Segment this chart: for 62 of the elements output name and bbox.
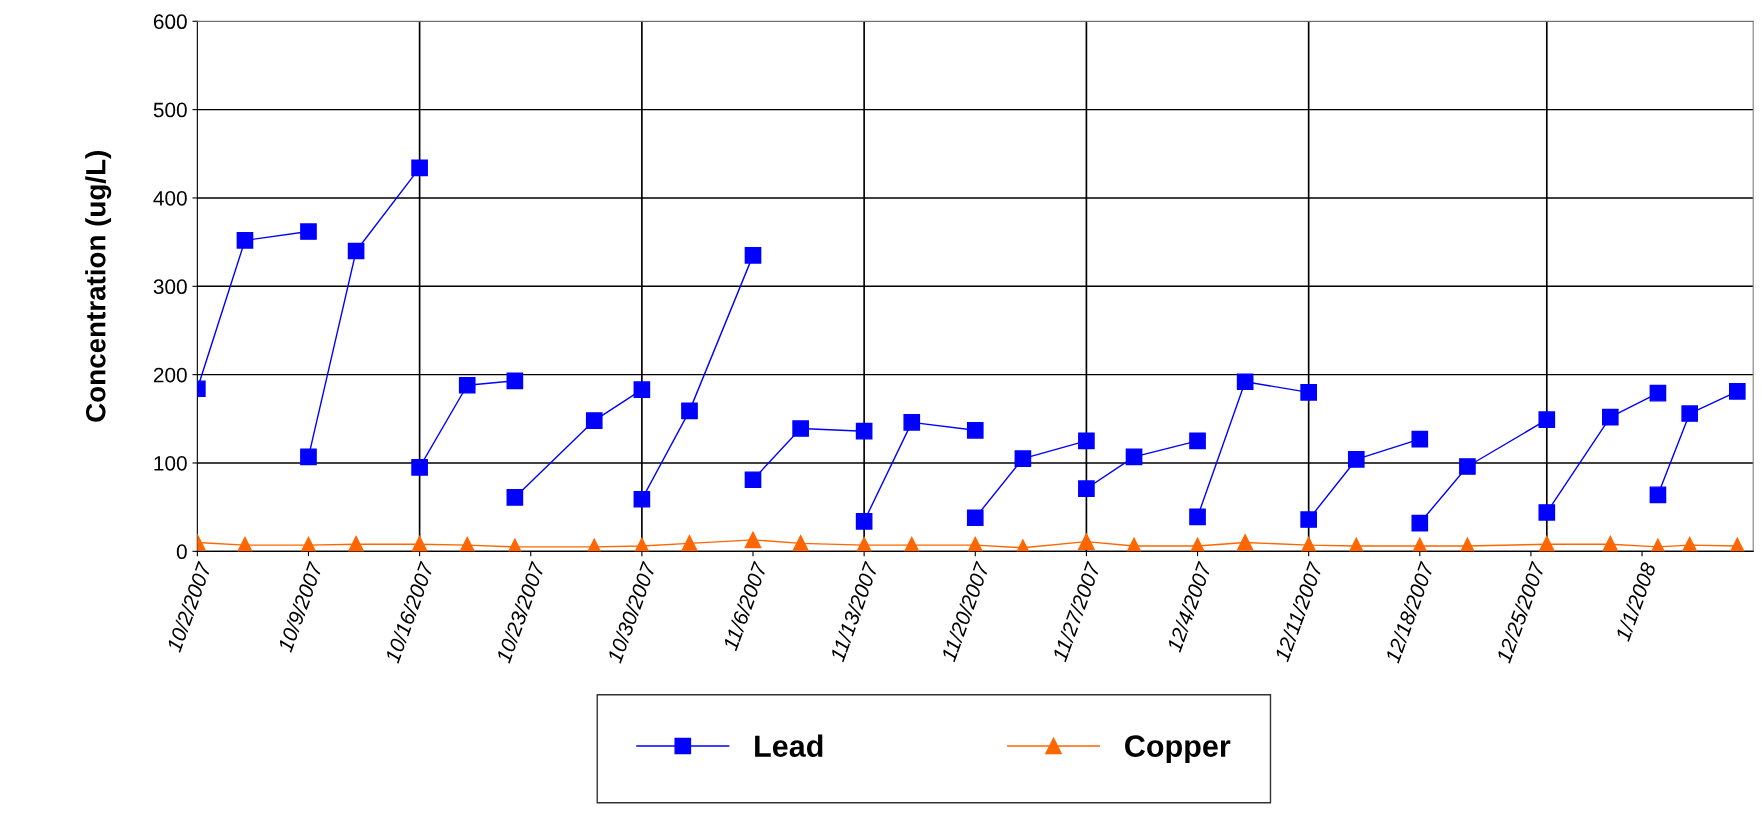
point <box>300 448 317 466</box>
point <box>1538 411 1556 429</box>
point <box>681 402 698 420</box>
point <box>585 412 603 429</box>
point <box>1649 486 1667 504</box>
point <box>681 535 698 552</box>
point <box>411 159 428 177</box>
point <box>1236 373 1254 391</box>
point <box>506 489 524 506</box>
point <box>1728 383 1746 400</box>
point <box>1411 430 1429 448</box>
point <box>1601 408 1619 426</box>
y-tick-label: 600 <box>153 14 187 30</box>
y-tick-label: 200 <box>153 367 187 383</box>
y-tick-label: 500 <box>153 102 187 118</box>
point <box>633 381 651 398</box>
y-tick-label: 300 <box>153 279 187 295</box>
point <box>966 421 984 439</box>
point <box>347 535 365 552</box>
point <box>744 531 762 549</box>
point <box>1300 383 1317 401</box>
point <box>903 536 921 552</box>
y-axis-title: Concentration (ug/L) <box>85 151 112 422</box>
point <box>903 414 921 431</box>
point <box>966 536 984 552</box>
point <box>1014 450 1032 467</box>
point <box>1411 514 1429 532</box>
point <box>855 422 873 440</box>
point <box>966 509 984 527</box>
point <box>1236 534 1254 551</box>
point <box>1538 535 1556 552</box>
point <box>1601 535 1619 552</box>
point <box>1189 508 1206 526</box>
point <box>1078 480 1095 497</box>
point <box>1538 504 1556 521</box>
legend-label: Copper <box>1125 735 1231 763</box>
point <box>236 232 254 249</box>
point <box>458 376 476 394</box>
point <box>1300 511 1317 528</box>
point <box>1459 458 1476 475</box>
point <box>300 223 317 240</box>
point <box>347 242 365 260</box>
point <box>744 471 762 489</box>
point <box>1125 448 1143 466</box>
point <box>411 459 428 476</box>
point <box>1347 451 1365 468</box>
point <box>1649 384 1667 402</box>
point <box>1078 533 1095 550</box>
point <box>1681 405 1699 422</box>
y-tick-label: 0 <box>176 544 187 560</box>
point <box>744 247 762 264</box>
point <box>855 512 873 530</box>
point <box>633 490 651 508</box>
legend-label: Lead <box>755 734 823 757</box>
point <box>792 420 809 437</box>
y-tick-label: 400 <box>153 190 187 206</box>
point <box>1189 432 1206 450</box>
point <box>792 535 809 552</box>
y-tick-label: 100 <box>154 455 187 471</box>
point <box>506 372 524 390</box>
point <box>411 535 428 552</box>
point <box>1078 432 1095 450</box>
